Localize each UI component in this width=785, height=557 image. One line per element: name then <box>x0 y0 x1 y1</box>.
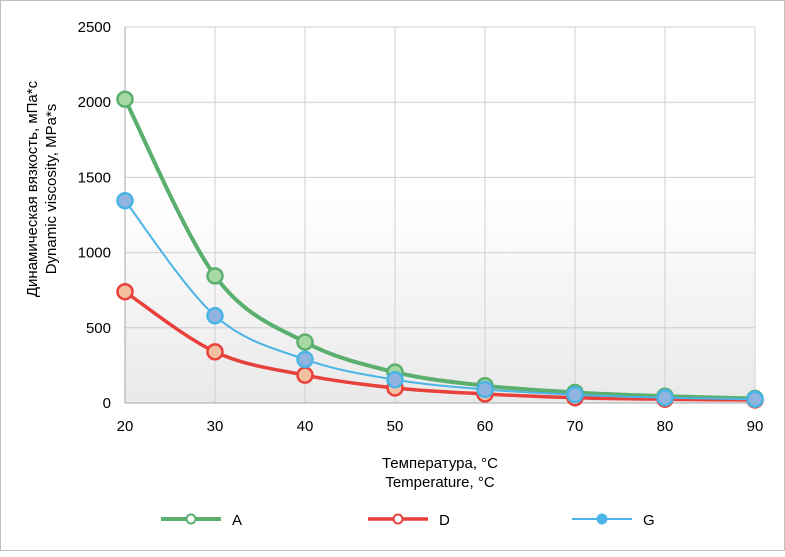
x-axis-title-en: Temperature, °C <box>385 474 495 491</box>
series-d-point <box>296 366 314 384</box>
x-tick-label: 20 <box>117 418 134 435</box>
y-tick-label: 0 <box>103 395 111 412</box>
series-a-point <box>116 90 134 108</box>
legend-swatch-marker <box>185 513 197 525</box>
series-d-point <box>116 282 134 301</box>
x-tick-label: 60 <box>477 418 494 435</box>
y-tick-label: 1500 <box>78 169 111 186</box>
axes <box>124 27 755 404</box>
legend-label-d: D <box>439 512 450 529</box>
y-axis-title-ru: Динамическая вязкость, мПа*с <box>24 80 41 297</box>
series-a-point <box>296 333 314 351</box>
y-tick-label: 2000 <box>78 94 111 111</box>
series-d-point <box>206 343 224 361</box>
x-tick-label: 80 <box>657 418 674 435</box>
legend-item-g: G <box>572 512 655 529</box>
x-tick-label: 70 <box>567 418 584 435</box>
series-g-point <box>566 385 584 404</box>
y-axis-ticks: 0 500 1000 1500 2000 2500 <box>78 19 111 412</box>
series-g-point <box>206 307 224 325</box>
legend-label-g: G <box>643 512 655 529</box>
y-axis-title-en: Dynamic viscosity, MPa*s <box>43 104 60 275</box>
series-g-point <box>116 191 134 210</box>
series-group <box>116 90 764 409</box>
series-g-point <box>746 390 764 408</box>
legend-item-d: D <box>368 512 450 529</box>
legend-swatch-marker <box>392 513 404 525</box>
y-tick-label: 500 <box>86 320 111 337</box>
x-axis-title-ru: Температура, °C <box>382 455 498 472</box>
x-tick-label: 90 <box>747 418 764 435</box>
x-tick-label: 50 <box>387 418 404 435</box>
legend-swatch-marker <box>596 513 608 525</box>
legend-label-a: A <box>232 512 242 529</box>
y-tick-label: 1000 <box>78 245 111 262</box>
x-axis-ticks: 20 30 40 50 60 70 80 90 <box>117 418 764 435</box>
series-a-point <box>206 267 224 285</box>
y-tick-label: 2500 <box>78 19 111 36</box>
x-tick-label: 30 <box>207 418 224 435</box>
series-g <box>116 191 764 408</box>
series-g-point <box>386 370 404 389</box>
series-g-point <box>476 380 494 399</box>
plot-area <box>125 27 755 403</box>
legend-item-a: A <box>161 512 242 529</box>
series-a-line <box>123 98 756 401</box>
series-g-point <box>296 350 314 369</box>
series-g-point <box>656 388 674 407</box>
x-tick-label: 40 <box>297 418 314 435</box>
